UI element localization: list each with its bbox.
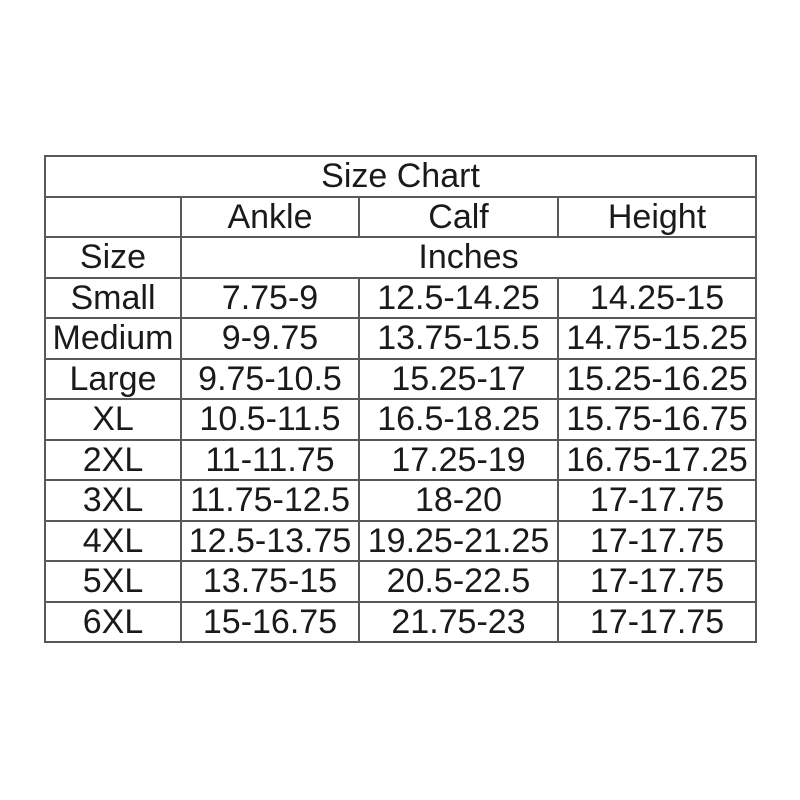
ankle-cell: 7.75-9 (180, 276, 360, 319)
height-cell: 14.25-15 (556, 276, 758, 319)
calf-cell: 13.75-15.5 (358, 317, 559, 360)
height-cell: 17-17.75 (556, 600, 758, 643)
size-cell: 3XL (44, 479, 182, 522)
corner-cell (44, 195, 182, 238)
col-header-height: Height (556, 195, 758, 238)
row-small: Small 7.75-9 12.5-14.25 14.25-15 (44, 276, 758, 319)
size-cell: Small (44, 276, 182, 319)
ankle-cell: 13.75-15 (180, 560, 360, 603)
col-header-calf: Calf (358, 195, 559, 238)
ankle-cell: 10.5-11.5 (180, 398, 360, 441)
ankle-cell: 12.5-13.75 (180, 519, 360, 562)
column-header-row: Ankle Calf Height (44, 195, 758, 238)
col-header-ankle: Ankle (180, 195, 360, 238)
row-4xl: 4XL 12.5-13.75 19.25-21.25 17-17.75 (44, 519, 758, 562)
row-2xl: 2XL 11-11.75 17.25-19 16.75-17.25 (44, 438, 758, 481)
calf-cell: 18-20 (358, 479, 559, 522)
size-cell: Large (44, 357, 182, 400)
row-5xl: 5XL 13.75-15 20.5-22.5 17-17.75 (44, 560, 758, 603)
size-cell: 2XL (44, 438, 182, 481)
title-row: Size Chart (43, 155, 758, 198)
ankle-cell: 15-16.75 (180, 600, 360, 643)
calf-cell: 12.5-14.25 (358, 276, 559, 319)
size-cell: 5XL (44, 560, 182, 603)
height-cell: 15.75-16.75 (556, 398, 758, 441)
calf-cell: 15.25-17 (358, 357, 559, 400)
ankle-cell: 11.75-12.5 (180, 479, 360, 522)
calf-cell: 17.25-19 (358, 438, 559, 481)
row-medium: Medium 9-9.75 13.75-15.5 14.75-15.25 (44, 317, 758, 360)
row-xl: XL 10.5-11.5 16.5-18.25 15.75-16.75 (44, 398, 758, 441)
row-large: Large 9.75-10.5 15.25-17 15.25-16.25 (44, 357, 758, 400)
height-cell: 15.25-16.25 (556, 357, 758, 400)
units-row: Size Inches (44, 236, 758, 279)
height-cell: 14.75-15.25 (556, 317, 758, 360)
size-cell: 4XL (44, 519, 182, 562)
height-cell: 17-17.75 (556, 479, 758, 522)
ankle-cell: 11-11.75 (180, 438, 360, 481)
size-cell: 6XL (44, 600, 182, 643)
calf-cell: 20.5-22.5 (358, 560, 559, 603)
height-cell: 17-17.75 (556, 560, 758, 603)
calf-cell: 16.5-18.25 (358, 398, 559, 441)
size-cell: XL (44, 398, 182, 441)
row-3xl: 3XL 11.75-12.5 18-20 17-17.75 (44, 479, 758, 522)
units-cell: Inches (179, 236, 758, 279)
size-cell: Medium (44, 317, 182, 360)
ankle-cell: 9.75-10.5 (180, 357, 360, 400)
height-cell: 16.75-17.25 (556, 438, 758, 481)
calf-cell: 19.25-21.25 (358, 519, 559, 562)
calf-cell: 21.75-23 (358, 600, 559, 643)
chart-title: Size Chart (43, 155, 758, 198)
ankle-cell: 9-9.75 (180, 317, 360, 360)
row-6xl: 6XL 15-16.75 21.75-23 17-17.75 (44, 600, 758, 643)
size-chart-table: Size Chart Ankle Calf Height Size Inches… (43, 155, 758, 643)
size-header-cell: Size (44, 236, 182, 279)
height-cell: 17-17.75 (556, 519, 758, 562)
